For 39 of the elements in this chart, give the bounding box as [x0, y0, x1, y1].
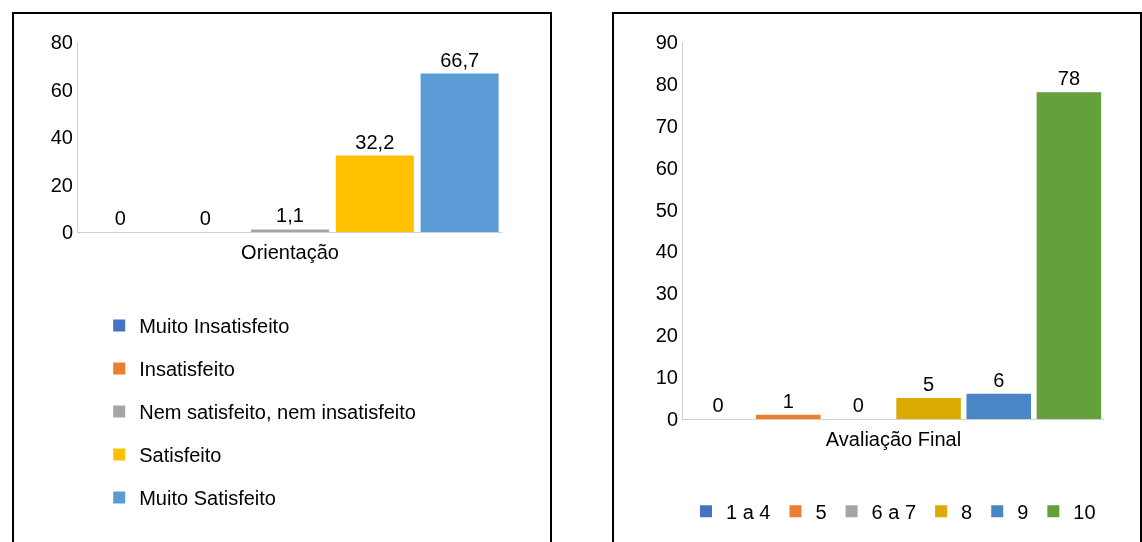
y-tick-label: 0	[61, 221, 73, 243]
data-label: 0	[114, 207, 126, 229]
x-axis-title: Orientação	[241, 240, 339, 263]
data-label: 78	[1057, 67, 1081, 90]
data-label: 0	[712, 394, 724, 416]
legend-label: Insatisfeito	[139, 358, 235, 381]
legend-label: 1 a 4	[726, 501, 771, 524]
y-tick-label: 60	[50, 78, 73, 101]
legend-label: 6 a 7	[871, 501, 917, 524]
data-label: 0	[852, 394, 864, 416]
y-tick-label: 30	[655, 282, 678, 305]
y-tick-label: 80	[50, 31, 73, 53]
data-label: 6	[993, 368, 1005, 391]
data-label: 5	[923, 373, 935, 396]
data-label: 0	[199, 207, 211, 229]
y-tick-label: 90	[655, 31, 678, 53]
data-label: 1	[782, 389, 794, 412]
y-tick-label: 70	[655, 114, 678, 137]
y-tick-label: 80	[655, 72, 678, 95]
legend-label: 10	[1073, 501, 1096, 524]
legend-label: 9	[1017, 501, 1029, 524]
legend-label: Muito Insatisfeito	[139, 315, 290, 338]
y-tick-label: 60	[655, 156, 678, 179]
x-axis-title: Avaliação Final	[825, 427, 962, 450]
y-tick-label: 20	[50, 173, 73, 196]
data-label: 66,7	[440, 48, 480, 71]
legend-label: Nem satisfeito, nem insatisfeito	[139, 401, 416, 424]
y-tick-label: 0	[666, 408, 678, 430]
y-tick-label: 10	[655, 366, 678, 389]
data-label: 32,2	[355, 130, 395, 153]
y-tick-label: 40	[50, 126, 73, 148]
data-label: 1,1	[276, 204, 304, 227]
y-tick-label: 20	[655, 324, 678, 347]
y-tick-label: 40	[655, 240, 678, 263]
y-tick-label: 50	[655, 198, 678, 221]
legend-label: 5	[815, 501, 827, 524]
legend-label: Satisfeito	[139, 444, 222, 467]
legend-label: 8	[961, 501, 973, 524]
legend-label: Muito Satisfeito	[139, 487, 276, 510]
